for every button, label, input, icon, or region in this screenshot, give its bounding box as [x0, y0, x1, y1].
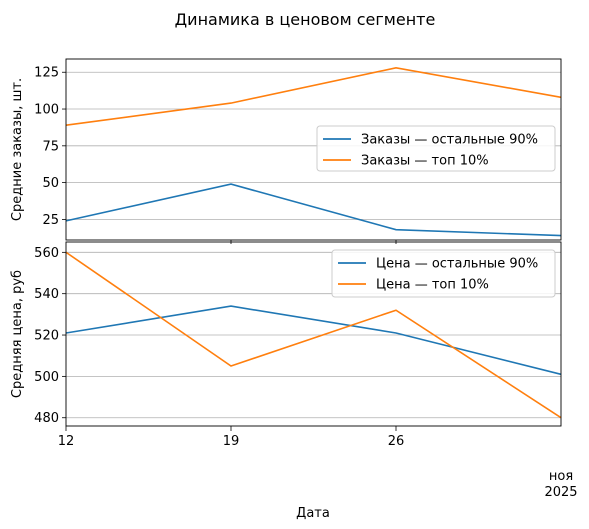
y-tick-label: 50: [42, 176, 59, 191]
x-tick-label: 12: [58, 434, 75, 449]
y-tick-label: 75: [42, 139, 59, 154]
y-tick-label: 520: [34, 329, 59, 344]
chart-title: Динамика в ценовом сегменте: [175, 10, 436, 29]
plot-frame: [65, 241, 562, 427]
x-year-label: 2025: [544, 485, 577, 500]
y-tick-label: 480: [34, 411, 59, 426]
series-line-1: [65, 251, 562, 419]
plot-frame: [65, 58, 562, 241]
series-line-0: [65, 305, 562, 376]
legend-box: [331, 249, 556, 298]
series-line-1: [65, 66, 562, 126]
y-tick-label: 100: [34, 103, 59, 118]
legend-entry: Заказы — остальные 90%: [361, 133, 538, 148]
y-tick-label: 560: [34, 246, 59, 261]
x-month-label: ноя: [549, 469, 573, 484]
x-tick-label: 26: [388, 434, 405, 449]
legend-entry: Заказы — топ 10%: [361, 154, 489, 169]
legend: Заказы — остальные 90% Заказы — топ 10%: [316, 125, 556, 172]
x-axis-label: Дата: [296, 506, 330, 521]
orders-panel: 25 50 75 100 125 Средние заказы, шт. Заказы — …: [10, 58, 562, 244]
legend-entry: Цена — остальные 90%: [376, 257, 538, 272]
legend-entry: Цена — топ 10%: [376, 278, 489, 293]
y-tick-label: 25: [42, 213, 59, 228]
price-panel: 480 500 520 540 560 Средняя цена, руб Цена — о…: [10, 241, 562, 427]
y-tick-label: 125: [34, 66, 59, 81]
x-tick-label: 19: [223, 434, 240, 449]
series-line-0: [65, 183, 562, 237]
y-axis-label: Средние заказы, шт.: [10, 78, 25, 221]
legend: Цена — остальные 90% Цена — топ 10%: [331, 249, 556, 298]
y-tick-label: 500: [34, 370, 59, 385]
legend-box: [316, 125, 556, 172]
y-axis-label: Средняя цена, руб: [10, 270, 25, 398]
y-tick-label: 540: [34, 287, 59, 302]
